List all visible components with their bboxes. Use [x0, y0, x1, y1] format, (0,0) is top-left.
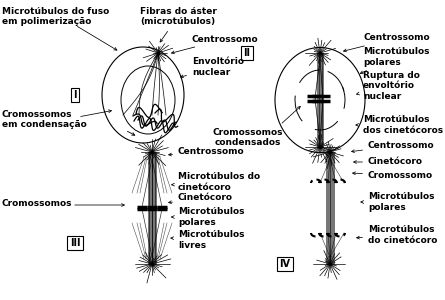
Text: Microtúbulos
dos cinetócoros: Microtúbulos dos cinetócoros [356, 115, 443, 135]
Text: III: III [70, 238, 80, 248]
Text: Microtúbulos do
cinetócoro: Microtúbulos do cinetócoro [172, 172, 260, 192]
Text: Microtúbulos
polares: Microtúbulos polares [361, 192, 434, 212]
Text: Microtúbulos
polares: Microtúbulos polares [360, 47, 429, 74]
Text: Envoltório
nuclear: Envoltório nuclear [181, 57, 244, 78]
Text: Microtúbulos do fuso
em polimerização: Microtúbulos do fuso em polimerização [2, 7, 109, 26]
Text: Cinetócoro: Cinetócoro [169, 194, 233, 204]
Text: Microtúbulos
polares: Microtúbulos polares [172, 207, 244, 227]
Text: Cromossomos: Cromossomos [2, 199, 73, 208]
Text: Ruptura do
envoltório
nuclear: Ruptura do envoltório nuclear [356, 71, 420, 101]
Text: Centrossomo: Centrossomo [352, 140, 435, 152]
Text: IV: IV [279, 259, 291, 269]
Text: II: II [243, 48, 251, 58]
Text: I: I [73, 90, 77, 100]
Text: Fibras do áster
(microtúbulos): Fibras do áster (microtúbulos) [140, 7, 216, 42]
Text: Cinetócoro: Cinetócoro [354, 158, 423, 166]
Text: Cromossomo: Cromossomo [352, 170, 433, 179]
Text: Cromossomos
condensados: Cromossomos condensados [213, 128, 283, 147]
Text: Microtúbulos
do cinetócoro: Microtúbulos do cinetócoro [356, 225, 437, 245]
Text: Microtúbulos
livres: Microtúbulos livres [171, 230, 244, 250]
Text: Centrossomo: Centrossomo [171, 34, 259, 54]
Text: Cromossomos
em condensação: Cromossomos em condensação [2, 110, 87, 129]
Text: Centrossomo: Centrossomo [344, 34, 429, 52]
Text: Centrossomo: Centrossomo [169, 148, 245, 157]
